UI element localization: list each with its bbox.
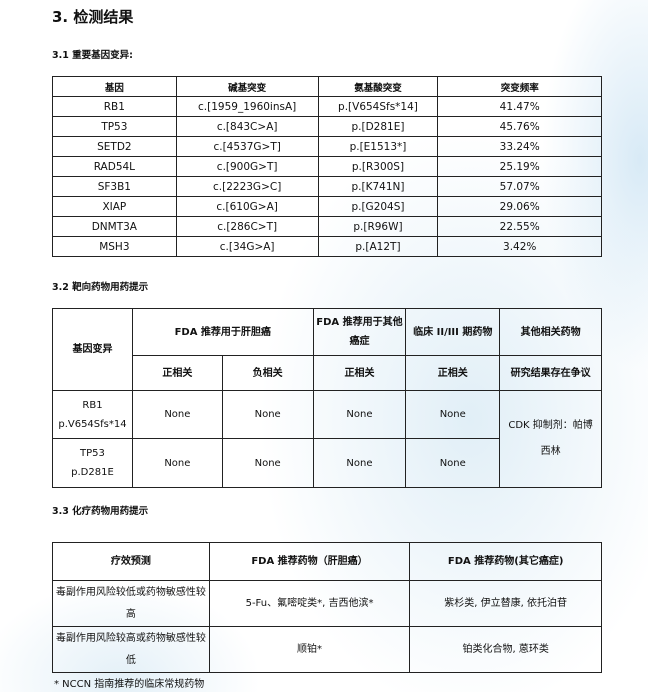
cell: None xyxy=(312,390,407,439)
subheader: 研究结果存在争议 xyxy=(499,355,602,391)
header-fda-other: FDA 推荐药物(其它癌症) xyxy=(409,542,602,581)
gene-cell: RAD54L xyxy=(52,156,177,177)
frequency-cell: 41.47% xyxy=(437,96,602,117)
table-row: SF3B1 c.[2223G>C] p.[K741N] 57.07% xyxy=(52,176,602,197)
header-fda-liver: FDA 推荐用于肝胆癌 xyxy=(131,308,314,356)
mutation-table: 基因 碱基突变 氨基酸突变 突变频率 RB1 c.[1959_1960insA] p… xyxy=(52,76,602,257)
section-heading-chemo: 3.3 化疗药物用药提示 xyxy=(52,506,149,517)
section-heading-targeted: 3.2 靶向药物用药提示 xyxy=(52,282,149,293)
frequency-cell: 25.19% xyxy=(437,156,602,177)
base-mutation-cell: c.[2223G>C] xyxy=(175,176,319,197)
frequency-cell: 22.55% xyxy=(437,216,602,237)
header-gene-variant: 基因变异 xyxy=(52,308,133,391)
base-mutation-cell: c.[610G>A] xyxy=(175,196,319,217)
subheader: 正相关 xyxy=(131,355,223,391)
aa-mutation-cell: p.[K741N] xyxy=(317,176,439,197)
gene-cell: TP53 xyxy=(52,116,177,137)
table-row: XIAP c.[610G>A] p.[G204S] 29.06% xyxy=(52,196,602,217)
table-row: 毒副作用风险较低或药物敏感性较高 5-Fu、氟嘧啶类*, 吉西他滨* 紫杉类, … xyxy=(52,580,602,627)
table-row: RB1 c.[1959_1960insA] p.[V654Sfs*14] 41.47% xyxy=(52,96,602,117)
footnote: * NCCN 指南推荐的临床常规药物 xyxy=(54,679,205,690)
frequency-cell: 33.24% xyxy=(437,136,602,157)
subheader: 正相关 xyxy=(312,355,407,391)
section-heading-mutations: 3.1 重要基因变异: xyxy=(52,50,133,61)
base-mutation-cell: c.[900G>T] xyxy=(175,156,319,177)
base-mutation-cell: c.[34G>A] xyxy=(175,236,319,257)
header-frequency: 突变频率 xyxy=(437,76,602,97)
base-mutation-cell: c.[4537G>T] xyxy=(175,136,319,157)
table-row: 毒副作用风险较高或药物敏感性较低 顺铂* 铂类化合物, 蒽环类 xyxy=(52,626,602,673)
aa-mutation-cell: p.[R300S] xyxy=(317,156,439,177)
frequency-cell: 57.07% xyxy=(437,176,602,197)
aa-mutation-cell: p.[V654Sfs*14] xyxy=(317,96,439,117)
targeted-drug-table: 基因变异 FDA 推荐用于肝胆癌 FDA 推荐用于其他癌症 临床 II/III … xyxy=(52,308,602,488)
header-fda-liver: FDA 推荐药物（肝胆癌） xyxy=(208,542,411,581)
table-row: TP53 p.D281E None None None None xyxy=(52,438,602,488)
aa-mutation-cell: p.[G204S] xyxy=(317,196,439,217)
gene-cell: RB1 xyxy=(52,96,177,117)
cell: None xyxy=(405,390,501,439)
table-row: MSH3 c.[34G>A] p.[A12T] 3.42% xyxy=(52,236,602,257)
gene-cell: SETD2 xyxy=(52,136,177,157)
cell: None xyxy=(221,390,314,439)
table-row: RAD54L c.[900G>T] p.[R300S] 25.19% xyxy=(52,156,602,177)
gene-variant-cell: TP53 p.D281E xyxy=(52,438,133,488)
gene-variant-cell: RB1 p.V654Sfs*14 xyxy=(52,390,133,439)
frequency-cell: 45.76% xyxy=(437,116,602,137)
header-base-mutation: 碱基突变 xyxy=(175,76,319,97)
page-title: 3. 检测结果 xyxy=(52,8,134,26)
cell: 铂类化合物, 蒽环类 xyxy=(409,626,602,673)
gene-cell: XIAP xyxy=(52,196,177,217)
aa-mutation-cell: p.[E1513*] xyxy=(317,136,439,157)
cell: None xyxy=(131,438,223,488)
header-efficacy: 疗效预测 xyxy=(52,542,210,581)
aa-mutation-cell: p.[A12T] xyxy=(317,236,439,257)
table-row: SETD2 c.[4537G>T] p.[E1513*] 33.24% xyxy=(52,136,602,157)
gene-cell: MSH3 xyxy=(52,236,177,257)
subheader: 正相关 xyxy=(405,355,501,391)
header-other-drugs: 其他相关药物 xyxy=(499,308,602,356)
table-header-row: 基因 碱基突变 氨基酸突变 突变频率 xyxy=(52,76,602,97)
frequency-cell: 3.42% xyxy=(437,236,602,257)
efficacy-cell: 毒副作用风险较低或药物敏感性较高 xyxy=(52,580,210,627)
table-row: TP53 c.[843C>A] p.[D281E] 45.76% xyxy=(52,116,602,137)
header-aa-mutation: 氨基酸突变 xyxy=(317,76,439,97)
cell: 紫杉类, 伊立替康, 依托泊苷 xyxy=(409,580,602,627)
cell: 顺铂* xyxy=(208,626,411,673)
chemo-drug-table: 疗效预测 FDA 推荐药物（肝胆癌） FDA 推荐药物(其它癌症) 毒副作用风险… xyxy=(52,542,602,673)
gene-cell: SF3B1 xyxy=(52,176,177,197)
header-gene: 基因 xyxy=(52,76,177,97)
aa-mutation-cell: p.[D281E] xyxy=(317,116,439,137)
header-clinical: 临床 II/III 期药物 xyxy=(405,308,501,356)
gene-cell: DNMT3A xyxy=(52,216,177,237)
frequency-cell: 29.06% xyxy=(437,196,602,217)
aa-mutation-cell: p.[R96W] xyxy=(317,216,439,237)
cell: None xyxy=(312,438,407,488)
cell: 5-Fu、氟嘧啶类*, 吉西他滨* xyxy=(208,580,411,627)
cell: None xyxy=(221,438,314,488)
subheader: 负相关 xyxy=(221,355,314,391)
other-drugs-cell: CDK 抑制剂：帕博西林 xyxy=(499,390,602,488)
cell: None xyxy=(131,390,223,439)
base-mutation-cell: c.[843C>A] xyxy=(175,116,319,137)
efficacy-cell: 毒副作用风险较高或药物敏感性较低 xyxy=(52,626,210,673)
cell: None xyxy=(405,438,501,488)
header-fda-other: FDA 推荐用于其他癌症 xyxy=(312,308,407,356)
base-mutation-cell: c.[286C>T] xyxy=(175,216,319,237)
table-row: RB1 p.V654Sfs*14 None None None None CDK … xyxy=(52,390,602,488)
base-mutation-cell: c.[1959_1960insA] xyxy=(175,96,319,117)
table-row: DNMT3A c.[286C>T] p.[R96W] 22.55% xyxy=(52,216,602,237)
